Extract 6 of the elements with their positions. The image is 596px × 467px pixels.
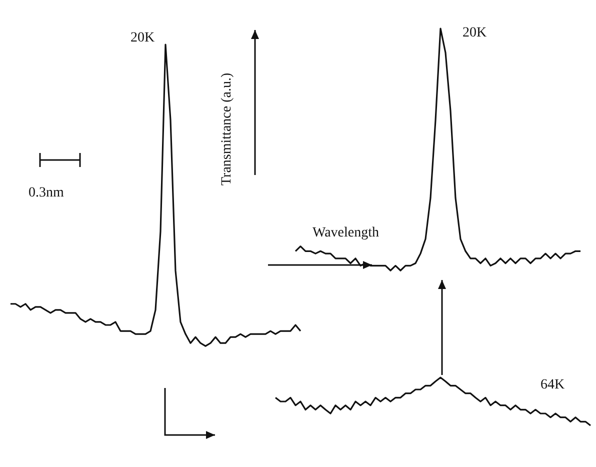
annotation: 20K (462, 26, 487, 40)
annotation: 0.3nm (28, 186, 64, 200)
annotation: Wavelength (312, 226, 380, 240)
annotation: 64K (540, 378, 565, 392)
annotation: 20K (130, 30, 155, 46)
annotation: Transmittance (a.u.) (220, 72, 234, 186)
